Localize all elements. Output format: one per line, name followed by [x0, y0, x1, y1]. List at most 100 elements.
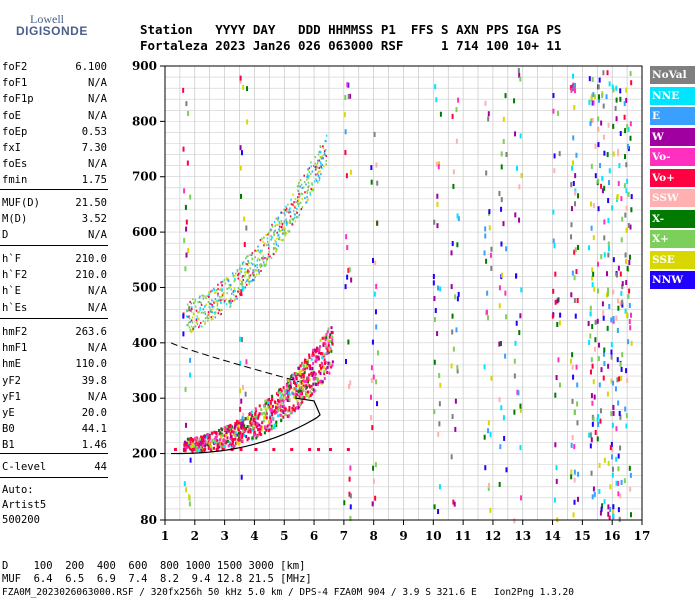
echo-point — [514, 131, 517, 137]
echo-point — [607, 122, 610, 128]
echo-point — [600, 254, 603, 260]
echo-point — [346, 274, 349, 280]
param-separator — [0, 189, 108, 190]
echo-point — [436, 223, 439, 229]
echo-point — [612, 257, 615, 263]
echo-point — [598, 77, 601, 83]
echo-point — [202, 308, 205, 311]
echo-point — [223, 426, 226, 430]
echo-point — [304, 197, 306, 200]
echo-point — [234, 437, 237, 441]
echo-point — [218, 445, 221, 449]
echo-point — [592, 486, 595, 492]
echo-point — [573, 499, 576, 505]
echo-point — [301, 363, 304, 367]
echo-point — [234, 295, 237, 298]
echo-point — [257, 249, 259, 252]
echo-point — [191, 449, 194, 453]
echo-point — [320, 352, 323, 356]
echo-point — [240, 282, 242, 285]
echo-point — [283, 230, 286, 233]
param-name: yF2 — [2, 374, 21, 387]
echo-point — [219, 431, 222, 435]
echo-point — [270, 416, 273, 420]
echo-point — [221, 289, 223, 292]
echo-point — [210, 290, 212, 293]
echo-point — [194, 436, 197, 440]
echo-point — [617, 491, 620, 497]
echo-point — [328, 371, 331, 375]
echo-point — [292, 203, 294, 206]
echo-point — [261, 421, 264, 425]
echo-point — [284, 232, 287, 235]
echo-point — [276, 392, 279, 396]
echo-point — [236, 268, 239, 271]
echo-point — [238, 435, 241, 439]
echo-point — [253, 263, 256, 266]
echo-point — [190, 319, 193, 322]
echo-point — [306, 173, 309, 176]
param-value: 44.1 — [81, 423, 107, 436]
echo-point — [265, 262, 268, 265]
echo-point — [305, 379, 308, 383]
echo-point — [299, 185, 301, 188]
echo-point — [623, 183, 626, 189]
echo-point — [252, 418, 255, 422]
echo-point — [240, 423, 243, 429]
echo-point — [603, 185, 606, 191]
param-name: yF1 — [2, 390, 21, 403]
echo-point — [457, 291, 460, 297]
echo-point — [254, 421, 257, 425]
echo-point — [518, 184, 521, 190]
echo-point — [302, 377, 305, 381]
echo-point — [217, 446, 220, 450]
echo-point — [240, 150, 243, 156]
echo-point — [288, 386, 291, 390]
echo-point — [618, 163, 621, 169]
echo-point — [242, 278, 245, 281]
echo-point — [258, 258, 261, 261]
echo-point — [594, 319, 597, 325]
echo-point — [219, 288, 221, 291]
echo-point — [221, 284, 223, 287]
echo-point — [438, 401, 441, 407]
echo-point — [191, 445, 194, 449]
echo-point — [282, 238, 285, 241]
echo-point — [607, 217, 610, 223]
echo-point — [271, 225, 274, 228]
echo-point — [207, 319, 209, 322]
param-fof1: foF1 N/A — [2, 76, 107, 90]
echo-point — [374, 309, 377, 315]
echo-point — [515, 320, 518, 326]
echo-point — [515, 165, 518, 171]
echo-point — [519, 403, 522, 409]
echo-point — [621, 299, 624, 305]
param-name: hmF2 — [2, 326, 28, 338]
echo-point — [270, 408, 273, 412]
echo-point — [242, 274, 244, 277]
echo-point — [575, 269, 578, 275]
echo-point — [483, 364, 486, 370]
y-tick-label: 600 — [132, 225, 157, 239]
echo-point — [609, 484, 612, 490]
echo-point — [587, 321, 590, 327]
echo-point — [185, 487, 188, 493]
echo-point — [251, 436, 254, 440]
echo-point — [268, 423, 271, 427]
echo-point — [237, 272, 240, 275]
echo-point — [211, 308, 214, 311]
echo-point — [293, 408, 296, 412]
legend-item-x-: X- — [650, 209, 695, 228]
echo-point — [591, 400, 594, 406]
echo-point — [242, 429, 245, 433]
echo-point — [259, 239, 262, 242]
echo-point — [202, 443, 205, 447]
echo-point — [612, 380, 615, 386]
echo-point — [279, 397, 282, 401]
echo-point — [589, 121, 592, 127]
echo-point — [199, 445, 202, 449]
echo-point — [296, 207, 298, 210]
echo-point — [330, 365, 333, 369]
echo-point — [229, 443, 232, 447]
echo-point — [620, 196, 623, 202]
